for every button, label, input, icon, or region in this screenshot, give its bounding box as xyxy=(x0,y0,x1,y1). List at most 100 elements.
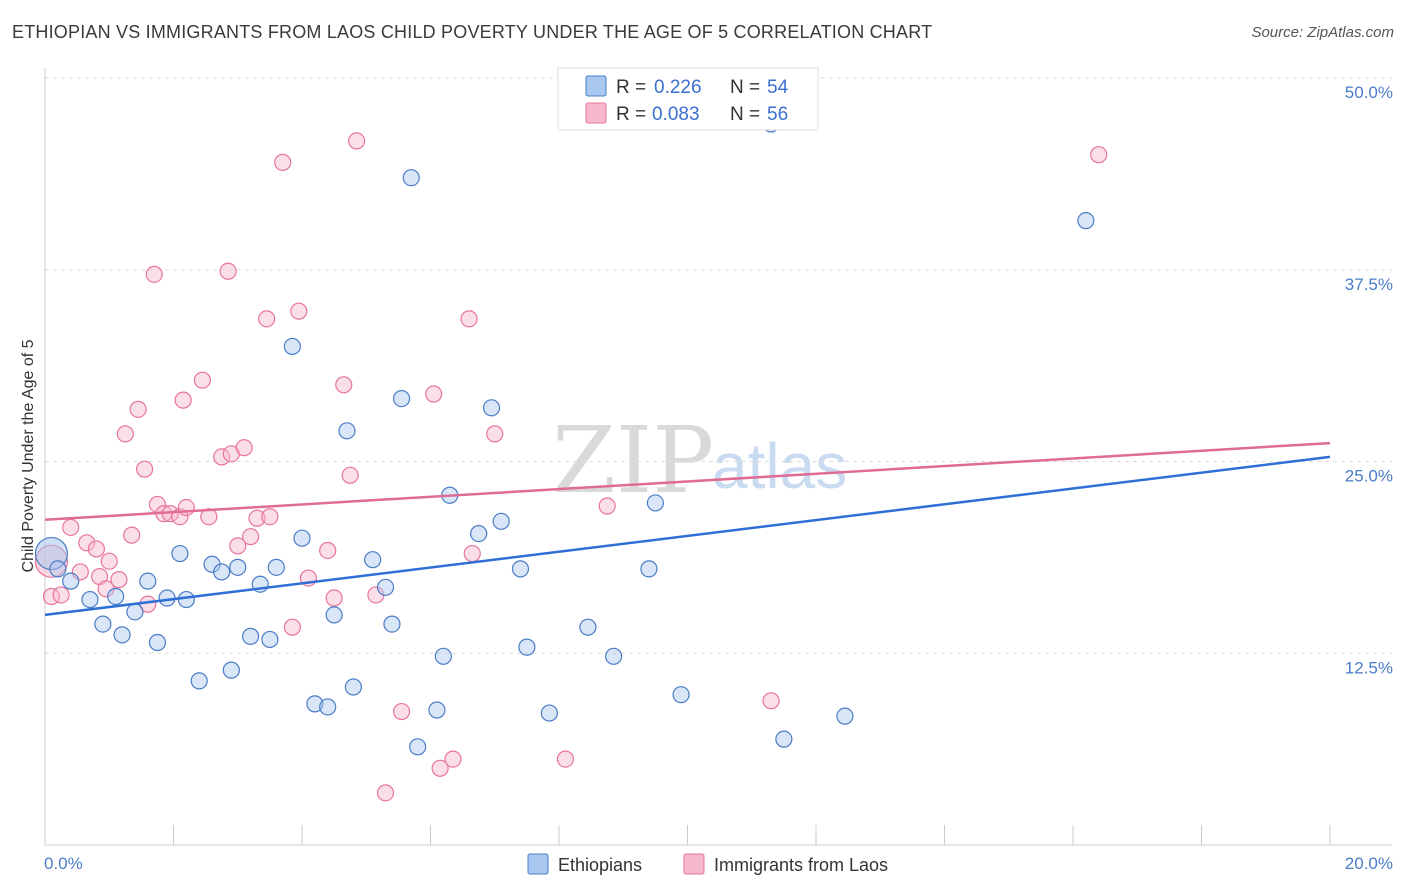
laos-point xyxy=(100,552,118,570)
ethiopians-point xyxy=(1077,212,1095,230)
trendline-ethiopians xyxy=(44,455,1331,617)
laos-point xyxy=(242,528,260,546)
ethiopians-point xyxy=(126,603,144,621)
ethiopians-point xyxy=(518,638,536,656)
series-legend: Ethiopians Immigrants from Laos xyxy=(527,853,888,875)
ethiopians-point xyxy=(242,627,260,645)
ethiopians-point xyxy=(511,560,530,578)
ethiopians-point xyxy=(213,563,231,581)
ethiopians-point xyxy=(409,738,427,756)
laos-point xyxy=(174,391,192,409)
y-tick-label: 25.0% xyxy=(1345,467,1393,486)
ethiopians-point xyxy=(293,529,311,547)
ethiopians-point xyxy=(470,524,488,543)
laos-point xyxy=(283,618,301,636)
ethiopians-point xyxy=(148,633,167,652)
y-tick-labels: 12.5% 25.0% 37.5% 50.0% xyxy=(1345,83,1393,677)
ethiopians-point xyxy=(605,647,623,665)
legend-r-label-1: R = xyxy=(616,77,646,98)
laos-point xyxy=(193,371,212,389)
legend-r-value-2: 0.083 xyxy=(652,104,700,125)
laos-point xyxy=(431,759,449,777)
ethiopians-point xyxy=(579,618,597,636)
ethiopians-point xyxy=(402,169,420,187)
laos-point xyxy=(213,448,231,466)
ethiopians-point xyxy=(94,615,112,633)
y-axis-label: Child Poverty Under the Age of 5 xyxy=(20,339,37,572)
laos-point xyxy=(248,509,266,527)
laos-point xyxy=(116,425,134,443)
ethiopians-point xyxy=(775,730,793,748)
ethiopians-point xyxy=(222,661,240,679)
laos-point xyxy=(145,265,163,283)
source-label: Source: ZipAtlas.com xyxy=(1251,24,1394,41)
legend-swatch-laos xyxy=(585,102,607,124)
laos-point xyxy=(274,153,292,171)
ethiopians-point xyxy=(177,590,195,609)
laos-point xyxy=(762,692,780,710)
laos-point xyxy=(123,526,141,544)
ethiopians-point xyxy=(319,698,337,716)
laos-point xyxy=(261,508,279,526)
ethiopians-point xyxy=(107,587,125,606)
x-axis-ticks xyxy=(173,825,1331,845)
laos-point xyxy=(348,132,366,150)
laos-point xyxy=(425,385,443,403)
ethiopians-point xyxy=(392,390,411,408)
laos-point xyxy=(52,586,70,604)
laos-point xyxy=(556,750,575,768)
laos-point xyxy=(129,400,147,418)
ethiopians-point xyxy=(364,551,382,569)
y-tick-label: 12.5% xyxy=(1345,658,1393,677)
bottom-legend-ethiopians: Ethiopians xyxy=(558,855,642,875)
ethiopians-point xyxy=(344,678,362,696)
legend-r-label-2: R = xyxy=(616,104,646,125)
laos-point xyxy=(87,540,106,558)
ethiopians-point xyxy=(113,626,131,644)
y-tick-label: 37.5% xyxy=(1345,275,1393,294)
bottom-swatch-ethiopians xyxy=(527,853,549,875)
laos-point xyxy=(341,466,359,484)
ethiopians-point xyxy=(434,647,452,665)
ethiopians-point xyxy=(482,399,501,417)
laos-point xyxy=(376,784,395,802)
ethiopians-point xyxy=(376,578,395,596)
laos-point xyxy=(200,508,218,526)
ethiopians-point xyxy=(383,615,401,633)
ethiopians-point xyxy=(836,707,854,725)
ethiopians-point xyxy=(640,560,658,578)
watermark-zip: ZIP xyxy=(552,407,714,514)
ethiopians-point xyxy=(62,572,80,590)
chart-title: ETHIOPIAN VS IMMIGRANTS FROM LAOS CHILD … xyxy=(12,22,933,42)
legend-n-label-1: N = xyxy=(730,77,760,98)
ethiopians-point xyxy=(338,422,356,440)
laos-point xyxy=(460,310,478,328)
laos-point xyxy=(177,498,195,517)
laos-point xyxy=(486,425,504,443)
ethiopians-point xyxy=(267,558,285,576)
ethiopians-point xyxy=(283,337,301,356)
ethiopians-point xyxy=(428,701,446,719)
ethiopians-point xyxy=(261,630,279,649)
ethiopians-point xyxy=(139,572,157,590)
laos-point xyxy=(1090,146,1108,164)
legend-r-value-1: 0.226 xyxy=(654,77,702,98)
laos-point xyxy=(598,497,616,515)
gridlines xyxy=(45,77,1392,654)
laos-point xyxy=(62,518,80,537)
laos-point xyxy=(290,302,308,320)
laos-point xyxy=(463,544,481,563)
watermark-atlas: atlas xyxy=(712,430,847,502)
legend-n-label-2: N = xyxy=(730,104,760,125)
laos-point xyxy=(229,537,247,555)
ethiopians-point xyxy=(306,695,324,713)
laos-point xyxy=(325,589,343,607)
correlation-legend: R = 0.226 N = 54 R = 0.083 N = 56 xyxy=(557,67,819,131)
ethiopians-point xyxy=(190,672,208,690)
ethiopians-point xyxy=(229,558,247,576)
ethiopians-point xyxy=(492,512,510,530)
laos-point xyxy=(219,262,237,280)
legend-n-value-1: 54 xyxy=(767,77,789,98)
laos-point xyxy=(392,702,411,721)
